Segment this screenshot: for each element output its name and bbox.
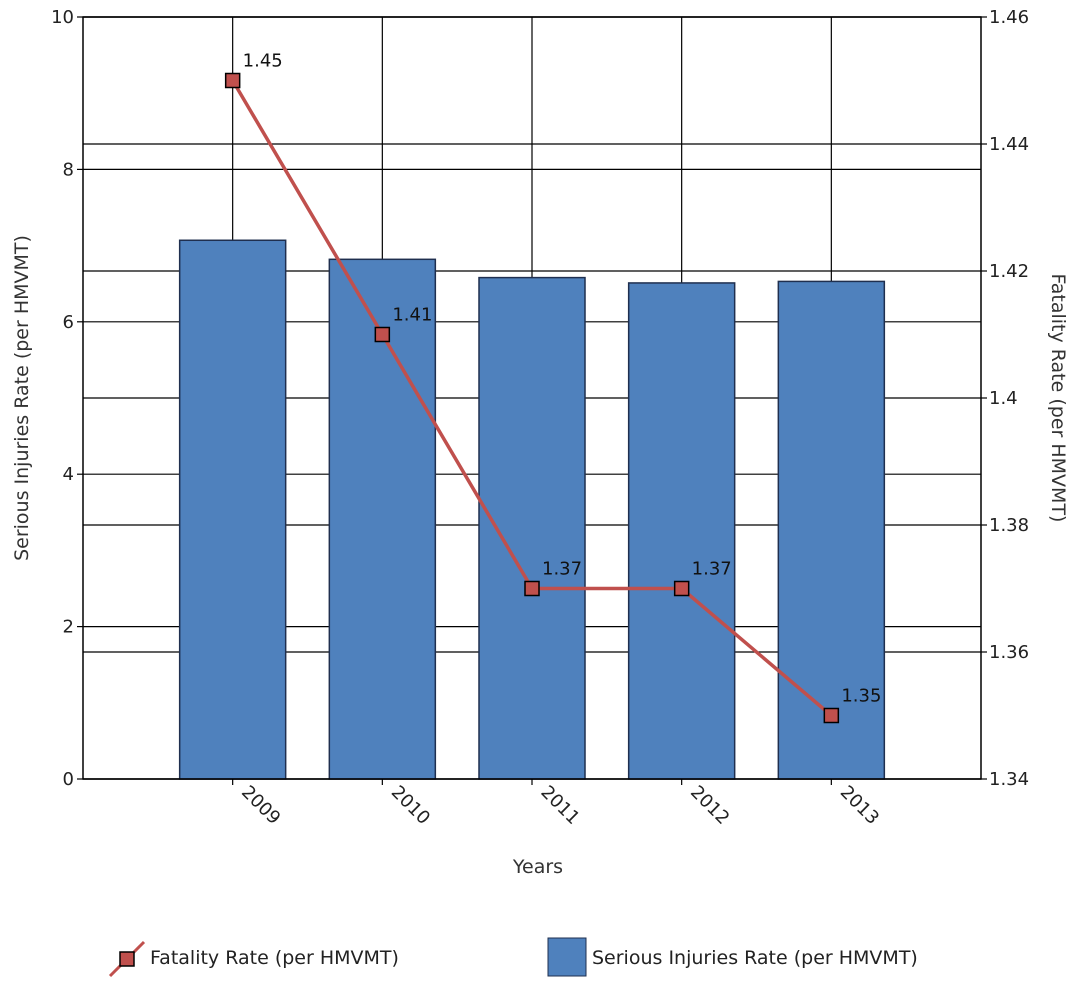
y-axis-title: Serious Injuries Rate (per HMVMT) <box>11 235 33 561</box>
legend-item-fatality: Fatality Rate (per HMVMT) <box>108 940 399 978</box>
y-tick-label: 0 <box>63 769 74 790</box>
x-axis-title: Years <box>512 856 563 878</box>
y-tick-label: 6 <box>63 312 74 333</box>
legend-item-serious-injuries: Serious Injuries Rate (per HMVMT) <box>547 937 918 977</box>
y-tick-label: 2 <box>63 617 74 638</box>
y-tick-label: 10 <box>51 7 74 28</box>
fatality-marker-2010 <box>374 326 391 343</box>
y2-tick-label: 1.38 <box>989 515 1029 536</box>
legend-label-fatality: Fatality Rate (per HMVMT) <box>150 947 399 969</box>
data-label-2011: 1.37 <box>542 559 582 580</box>
legend: Fatality Rate (per HMVMT) Serious Injuri… <box>108 937 918 978</box>
data-label-2012: 1.37 <box>692 559 732 580</box>
y2-tick-label: 1.36 <box>989 642 1029 663</box>
bar-2010 <box>328 258 437 780</box>
y2-axis-title: Fatality Rate (per HMVMT) <box>1047 274 1069 523</box>
fatality-marker-2013 <box>823 707 840 724</box>
left-axis-ticks: 0 2 4 6 8 10 <box>51 7 83 790</box>
y2-tick-label: 1.46 <box>989 7 1029 28</box>
data-label-2009: 1.45 <box>243 51 283 72</box>
x-tick-label-2010: 2010 <box>387 782 434 829</box>
data-label-2013: 1.35 <box>841 686 881 707</box>
y2-tick-label: 1.34 <box>989 769 1029 790</box>
y2-tick-label: 1.44 <box>989 134 1029 155</box>
right-axis-ticks: 1.34 1.36 1.38 1.4 1.42 1.44 1.46 <box>981 7 1029 790</box>
x-tick-label-2009: 2009 <box>237 782 284 829</box>
x-tick-label-2013: 2013 <box>836 782 883 829</box>
legend-label-serious-injuries: Serious Injuries Rate (per HMVMT) <box>592 947 918 969</box>
legend-marker-swatch <box>119 951 135 967</box>
line-series: 1.45 1.41 1.37 1.37 1.35 <box>224 51 881 724</box>
bar-series <box>178 239 886 780</box>
y-tick-label: 8 <box>63 159 74 180</box>
fatality-marker-2009 <box>224 72 241 89</box>
data-label-2010: 1.41 <box>392 305 432 326</box>
x-axis-ticks: 2009 2010 2011 2012 2013 <box>232 779 883 829</box>
y2-tick-label: 1.42 <box>989 261 1029 282</box>
fatality-marker-2011 <box>524 580 540 597</box>
bar-2013 <box>777 280 886 780</box>
x-tick-label-2011: 2011 <box>536 782 583 829</box>
y-tick-label: 4 <box>63 464 74 485</box>
x-tick-label-2012: 2012 <box>686 782 733 829</box>
fatality-marker-2012 <box>673 580 690 597</box>
legend-bar-swatch <box>547 937 587 977</box>
y2-tick-label: 1.4 <box>989 388 1018 409</box>
bar-2009 <box>178 239 287 780</box>
bar-2012 <box>627 282 736 780</box>
